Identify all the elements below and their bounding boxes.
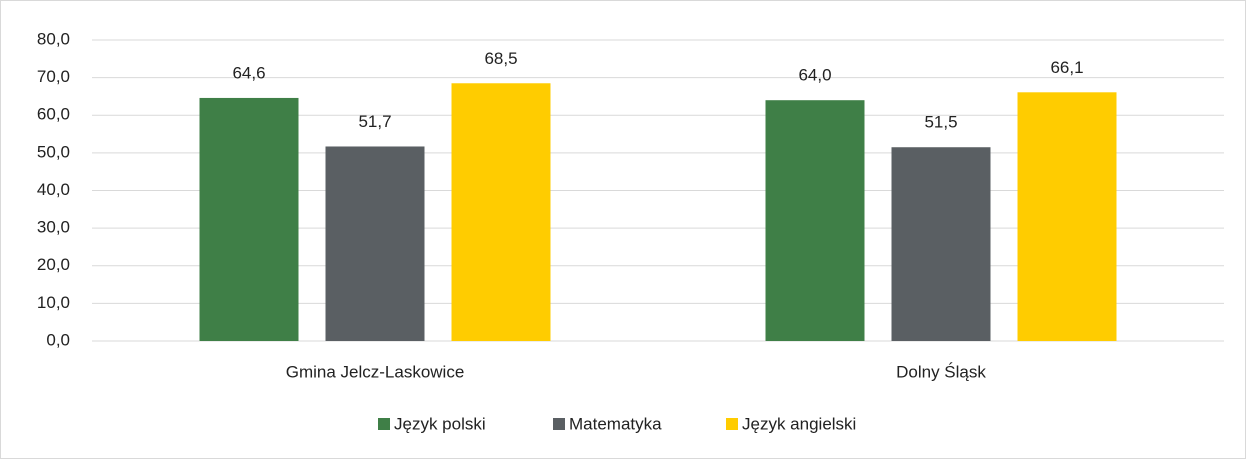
bar (325, 146, 425, 341)
bar (451, 83, 551, 342)
y-tick-label: 50,0 (37, 142, 70, 161)
y-tick-label: 0,0 (46, 330, 70, 349)
legend-swatch (378, 418, 390, 430)
value-label: 64,6 (232, 63, 265, 82)
y-tick-label: 40,0 (37, 180, 70, 199)
bar (199, 97, 299, 341)
value-label: 51,7 (358, 112, 391, 131)
y-tick-label: 60,0 (37, 105, 70, 124)
y-tick-label: 80,0 (37, 29, 70, 48)
bar (1017, 92, 1117, 341)
value-label: 51,5 (924, 113, 957, 132)
legend-swatch (553, 418, 565, 430)
legend-label: Język angielski (742, 414, 856, 433)
value-label: 68,5 (484, 49, 517, 68)
bar (891, 147, 991, 341)
bar (765, 100, 865, 341)
legend-swatch (726, 418, 738, 430)
legend-label: Język polski (394, 414, 486, 433)
y-tick-label: 30,0 (37, 218, 70, 237)
y-tick-label: 10,0 (37, 293, 70, 312)
x-tick-label: Dolny Śląsk (896, 362, 986, 381)
y-tick-label: 20,0 (37, 255, 70, 274)
value-label: 66,1 (1050, 58, 1083, 77)
value-label: 64,0 (798, 66, 831, 85)
x-tick-label: Gmina Jelcz-Laskowice (286, 362, 465, 381)
y-tick-label: 70,0 (37, 67, 70, 86)
legend-label: Matematyka (569, 414, 662, 433)
